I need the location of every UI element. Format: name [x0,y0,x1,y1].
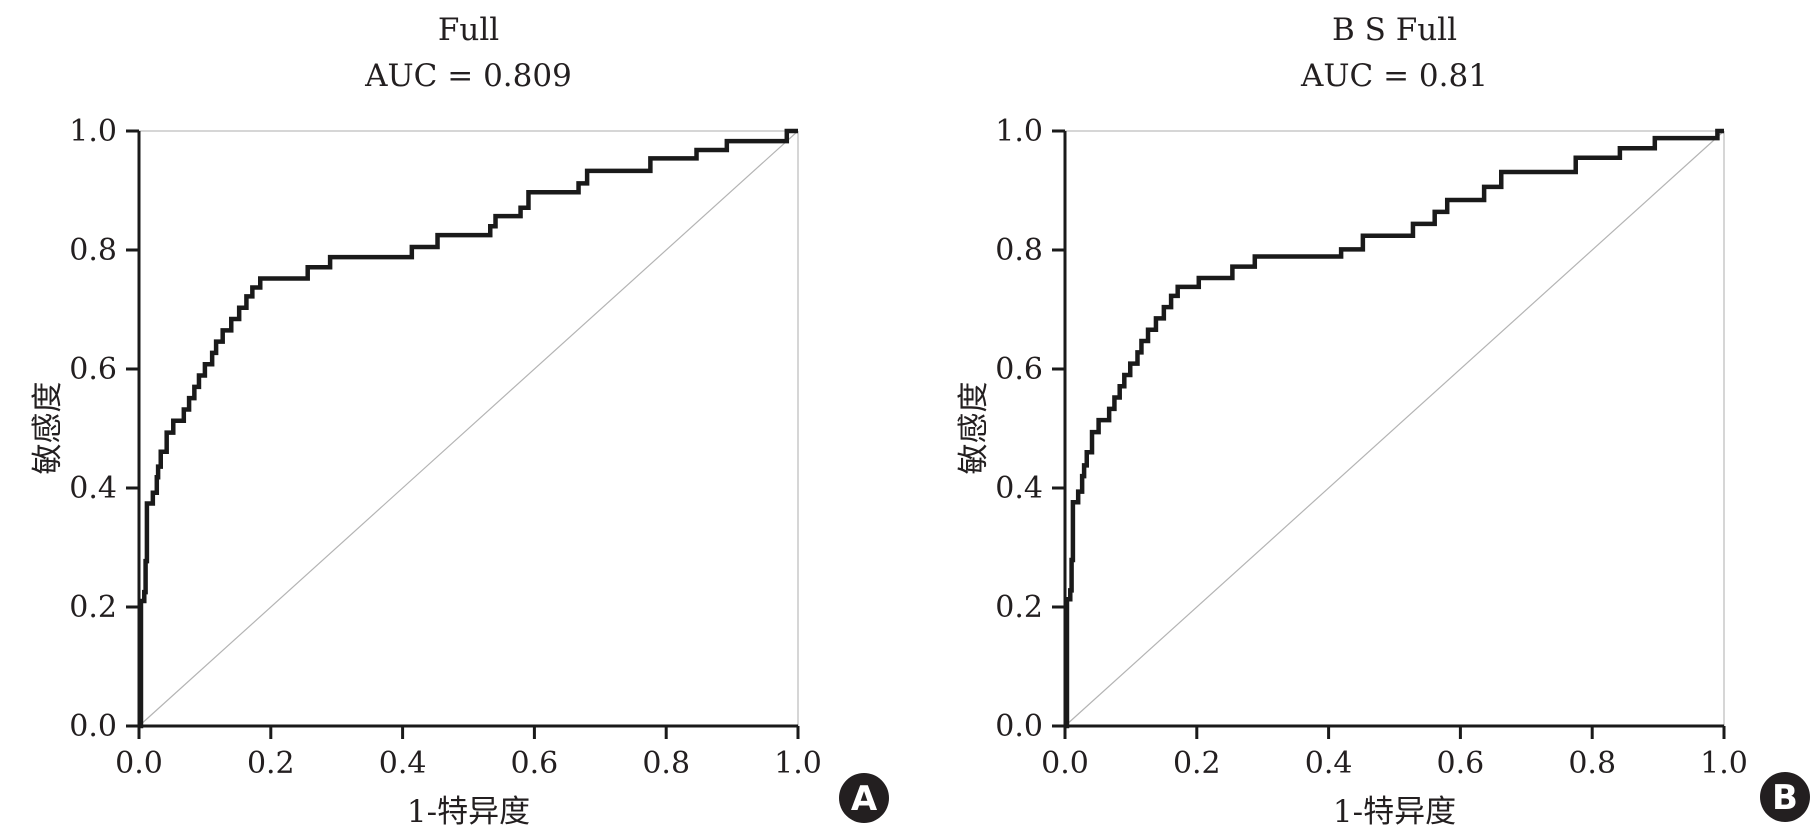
y-tick-label: 0.8 [69,233,117,268]
reference-diagonal [138,130,799,727]
x-tick-label: 0.8 [642,746,690,781]
panel-a-x-axis-label: 1-特异度 [406,794,531,830]
reference-diagonal [1064,130,1725,727]
y-tick-label: 0.8 [995,233,1043,268]
y-tick-label: 0.2 [995,590,1043,625]
panel-b-title: B S Full [1331,12,1458,48]
x-tick-label: 0.0 [1041,746,1089,781]
panel-a-title: Full [437,12,500,48]
roc-plot-b: 0.0 0.2 0.4 0.6 0.8 1.0 0.0 0.2 0.4 0.6 0.8 1.0 [995,114,1748,781]
panel-b-y-axis-label: 敏感度 [956,381,992,475]
x-tick-label: 1.0 [1700,746,1748,781]
y-tick-label: 0.6 [69,352,117,387]
x-tick-label: 0.4 [1305,746,1353,781]
panel-a-y-axis-label: 敏感度 [30,381,66,475]
y-tick-label: 1.0 [69,114,117,149]
x-tick-label: 0.0 [115,746,163,781]
x-tick-label: 0.2 [1173,746,1221,781]
x-tick-label: 0.6 [511,746,559,781]
roc-curve [1064,128,1724,729]
y-tick-label: 0.0 [995,709,1043,744]
y-tick-label: 0.4 [69,471,117,506]
panel-b-auc-label: AUC = 0.81 [1301,58,1488,94]
x-tick-label: 0.2 [247,746,295,781]
x-tick-label: 0.6 [1437,746,1485,781]
y-tick-label: 0.0 [69,709,117,744]
y-tick-label: 0.4 [995,471,1043,506]
x-tick-label: 1.0 [774,746,822,781]
roc-curve [138,128,798,729]
y-tick-label: 0.6 [995,352,1043,387]
x-tick-label: 0.8 [1568,746,1616,781]
panel-a-badge: A [839,773,889,823]
y-tick-label: 1.0 [995,114,1043,149]
x-tick-label: 0.4 [379,746,427,781]
panel-b-badge: B [1760,772,1810,822]
y-tick-label: 0.2 [69,590,117,625]
roc-plot-a: 0.0 0.2 0.4 0.6 0.8 1.0 0.0 0.2 0.4 0.6 0.8 1.0 [69,114,822,781]
panel-b-x-axis-label: 1-特异度 [1332,794,1457,830]
panel-a-auc-label: AUC = 0.809 [365,58,572,94]
